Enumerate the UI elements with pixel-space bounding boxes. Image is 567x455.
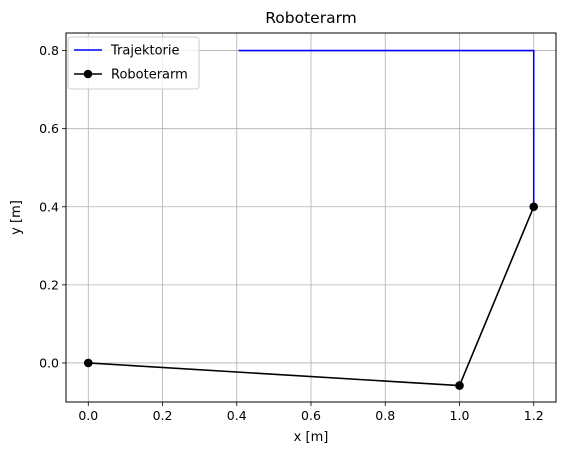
x-tick-label: 0.4 <box>227 408 247 423</box>
axis-ticks: 0.0 0.2 0.4 0.6 0.8 1.0 1.2 0.0 0.2 0.4 0.6 0.8 <box>39 43 544 423</box>
x-tick-label: 1.2 <box>524 408 544 423</box>
legend-marker <box>83 69 93 79</box>
series-line-1 <box>238 49 535 207</box>
y-tick-label: 0.2 <box>39 277 59 292</box>
y-tick-label: 0.0 <box>39 355 59 370</box>
legend: Trajektorie Roboterarm <box>67 36 200 90</box>
series-point <box>529 202 539 212</box>
y-tick-label: 0.8 <box>39 43 59 58</box>
x-tick-label: 0.0 <box>78 408 98 423</box>
series-point <box>83 358 93 368</box>
x-tick-label: 0.8 <box>375 408 395 423</box>
series-point <box>455 381 464 390</box>
x-tick-label: 1.0 <box>450 408 470 423</box>
grid <box>66 33 556 402</box>
plot-series <box>83 49 539 390</box>
legend-entry: Roboterarm <box>111 68 188 83</box>
y-tick-label: 0.4 <box>39 199 59 214</box>
x-tick-label: 0.6 <box>301 408 321 423</box>
y-axis-label: y [m] <box>9 200 24 235</box>
chart-title: Roboterarm <box>265 9 357 27</box>
y-tick-label: 0.6 <box>39 121 59 136</box>
x-tick-label: 0.2 <box>153 408 173 423</box>
x-axis-label: x [m] <box>294 430 329 445</box>
legend-entry: Trajektorie <box>110 44 180 59</box>
